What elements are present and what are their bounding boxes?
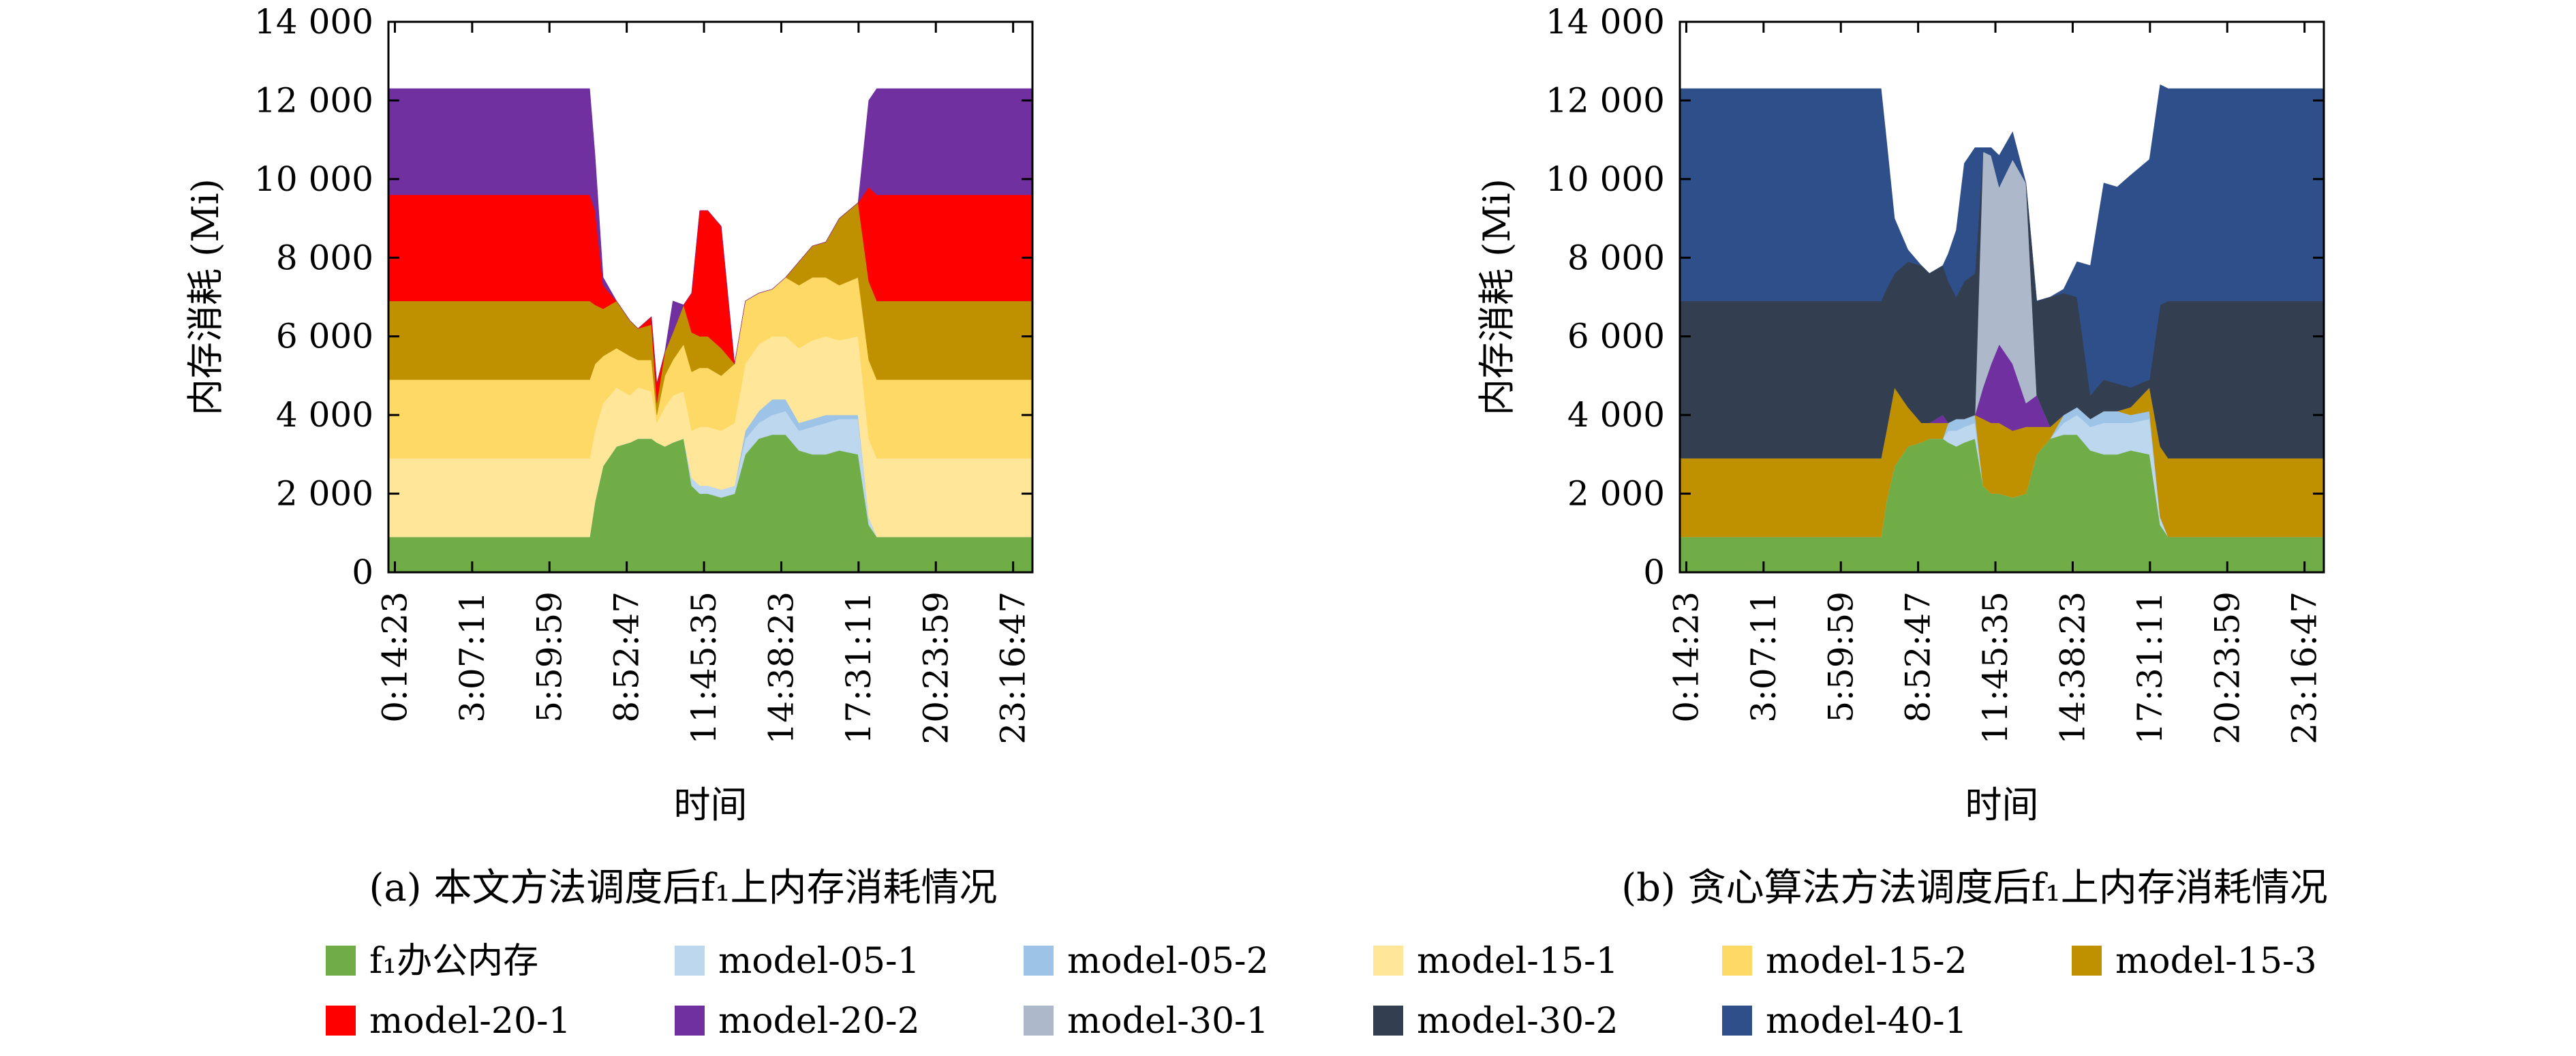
x-tick-label: 11:45:35 bbox=[684, 591, 724, 745]
x-tick-label: 8:52:47 bbox=[1899, 591, 1938, 723]
chart-a-ticks: 0 2 000 4 000 6 000 8 000 10 000 12 000 14 000 0… bbox=[254, 2, 1033, 745]
chart-b-areas bbox=[1679, 84, 2325, 573]
chart-a-areas bbox=[388, 88, 1033, 573]
y-tick-label: 0 bbox=[352, 553, 373, 592]
chart-b-x-axis-label: 时间 bbox=[1965, 783, 2039, 826]
x-tick-label: 8:52:47 bbox=[607, 591, 647, 723]
chart-b-ticks: 0 2 000 4 000 6 000 8 000 10 000 12 000 14 000 0… bbox=[1546, 2, 2325, 745]
chart-b-caption: (b) 贪心算法方法调度后f₁上内存消耗情况 bbox=[1621, 866, 2328, 910]
chart-b-frame bbox=[1678, 20, 2325, 574]
legend-label-model-05-2: model-05-2 bbox=[1067, 941, 1269, 982]
x-tick-label: 11:45:35 bbox=[1976, 591, 2015, 745]
chart-a-y-axis-label: 内存消耗 (Mi) bbox=[184, 178, 227, 416]
legend-label-model-20-1: model-20-1 bbox=[369, 1001, 571, 1042]
x-tick-label: 20:23:59 bbox=[916, 591, 955, 745]
y-tick-label: 6 000 bbox=[1567, 317, 1665, 356]
legend-label-model-30-1: model-30-1 bbox=[1067, 1001, 1269, 1042]
chart-b: 0 2 000 4 000 6 000 8 000 10 000 12 000 14 000 0… bbox=[1475, 2, 2328, 910]
y-tick-label: 8 000 bbox=[1567, 238, 1665, 277]
y-tick-label: 2 000 bbox=[1567, 474, 1665, 514]
y-tick-label: 12 000 bbox=[254, 80, 373, 120]
x-tick-label: 14:38:23 bbox=[761, 591, 801, 745]
x-tick-label: 3:07:11 bbox=[453, 591, 492, 723]
x-tick-label: 14:38:23 bbox=[2053, 591, 2092, 745]
chart-a-x-axis-label: 时间 bbox=[674, 783, 748, 826]
y-tick-label: 4 000 bbox=[276, 395, 373, 435]
y-tick-label: 14 000 bbox=[1546, 2, 1665, 42]
x-tick-label: 0:14:23 bbox=[375, 591, 414, 723]
legend-swatch-model-20-1 bbox=[326, 1006, 356, 1036]
x-tick-label: 5:59:59 bbox=[1821, 591, 1860, 723]
x-tick-label: 0:14:23 bbox=[1666, 591, 1706, 723]
legend-swatch-model-40-1 bbox=[1722, 1006, 1752, 1036]
legend-swatch-model-30-1 bbox=[1024, 1006, 1054, 1036]
legend-swatch-model-05-1 bbox=[675, 946, 705, 976]
y-tick-label: 2 000 bbox=[276, 474, 373, 514]
legend-label-model-15-1: model-15-1 bbox=[1417, 941, 1619, 982]
chart-b-y-axis-label: 内存消耗 (Mi) bbox=[1475, 178, 1518, 416]
legend-swatch-model-15-2 bbox=[1722, 946, 1752, 976]
legend-label-model-05-1: model-05-1 bbox=[718, 941, 920, 982]
x-tick-label: 3:07:11 bbox=[1744, 591, 1783, 723]
legend-swatch-model-15-1 bbox=[1373, 946, 1403, 976]
x-tick-label: 20:23:59 bbox=[2207, 591, 2247, 745]
chart-a: 0 2 000 4 000 6 000 8 000 10 000 12 000 14 000 0… bbox=[184, 2, 1034, 910]
y-tick-label: 12 000 bbox=[1546, 80, 1665, 120]
legend-swatch-model-15-3 bbox=[2072, 946, 2102, 976]
chart-a-caption: (a) 本文方法调度后f₁上内存消耗情况 bbox=[369, 866, 997, 910]
y-tick-label: 10 000 bbox=[254, 159, 373, 199]
legend: f₁办公内存 model-05-1 model-05-2 model-15-1 mode… bbox=[326, 941, 2317, 1042]
legend-swatch-model-30-2 bbox=[1373, 1006, 1403, 1036]
chart-a-frame bbox=[387, 20, 1034, 574]
legend-label-model-30-2: model-30-2 bbox=[1417, 1001, 1619, 1042]
legend-label-model-15-3: model-15-3 bbox=[2115, 941, 2317, 982]
legend-swatch-f bbox=[326, 946, 356, 976]
legend-label-model-20-2: model-20-2 bbox=[718, 1001, 920, 1042]
y-tick-label: 4 000 bbox=[1567, 395, 1665, 435]
y-tick-label: 6 000 bbox=[276, 317, 373, 356]
y-tick-label: 8 000 bbox=[276, 238, 373, 277]
y-tick-label: 10 000 bbox=[1546, 159, 1665, 199]
x-tick-label: 23:16:47 bbox=[994, 591, 1033, 745]
x-tick-label: 17:31:11 bbox=[2130, 591, 2170, 745]
x-tick-label: 23:16:47 bbox=[2285, 591, 2325, 745]
x-tick-label: 5:59:59 bbox=[530, 591, 569, 723]
y-tick-label: 0 bbox=[1643, 553, 1665, 592]
y-tick-label: 14 000 bbox=[254, 2, 373, 42]
x-tick-label: 17:31:11 bbox=[839, 591, 878, 745]
legend-swatch-model-05-2 bbox=[1024, 946, 1054, 976]
legend-label-model-40-1: model-40-1 bbox=[1766, 1001, 1967, 1042]
legend-label-f: f₁办公内存 bbox=[369, 941, 538, 982]
legend-swatch-model-20-2 bbox=[675, 1006, 705, 1036]
legend-label-model-15-2: model-15-2 bbox=[1766, 941, 1967, 982]
